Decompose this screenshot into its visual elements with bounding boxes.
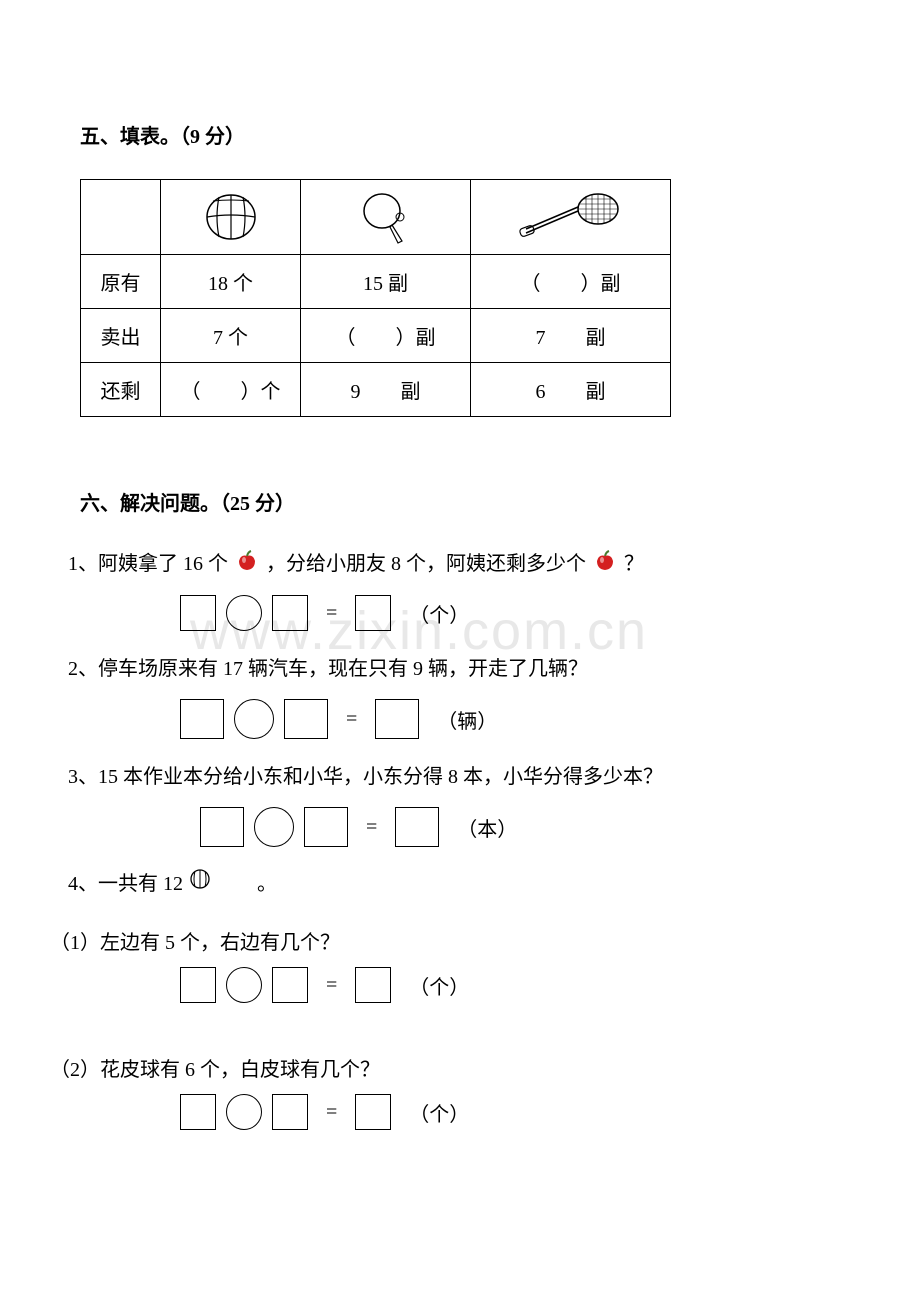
answer-box[interactable] bbox=[180, 595, 216, 631]
problem-1: 1、阿姨拿了 16 个 ，分给小朋友 8 个，阿姨还剩多少个 ？ bbox=[68, 546, 860, 583]
unit-label: （辆） bbox=[437, 705, 497, 734]
answer-box[interactable] bbox=[180, 967, 216, 1003]
equation-row: = （个） bbox=[180, 1094, 860, 1130]
q1-mid: ，分给小朋友 8 个，阿姨还剩多少个 bbox=[266, 553, 591, 575]
table-row: 卖出 7 个 （ ）副 7 副 bbox=[81, 309, 671, 363]
answer-box[interactable] bbox=[272, 967, 308, 1003]
unit-label: （个） bbox=[409, 599, 469, 628]
q1-suffix: ？ bbox=[624, 553, 644, 575]
equation-row: = （个） bbox=[180, 595, 860, 631]
header-racket-icon bbox=[471, 180, 671, 255]
equals-sign: = bbox=[318, 1101, 345, 1124]
cell: 9 副 bbox=[301, 363, 471, 417]
problem-4-1: （1）左边有 5 个，右边有几个？ bbox=[50, 926, 860, 955]
unit-label: （本） bbox=[457, 813, 517, 842]
operator-circle[interactable] bbox=[226, 967, 262, 1003]
answer-box[interactable] bbox=[180, 699, 224, 739]
table-header-row bbox=[81, 180, 671, 255]
row-label: 还剩 bbox=[81, 363, 161, 417]
answer-box[interactable] bbox=[272, 1094, 308, 1130]
equals-sign: = bbox=[358, 816, 385, 839]
fill-table: 原有 18 个 15 副 （ ）副 卖出 7 个 （ ）副 7 副 还剩 （ ）… bbox=[80, 179, 671, 417]
equation-row: = （个） bbox=[180, 967, 860, 1003]
operator-circle[interactable] bbox=[226, 1094, 262, 1130]
q4-prefix: 4、一共有 12 bbox=[68, 867, 183, 896]
answer-box[interactable] bbox=[355, 1094, 391, 1130]
cell: 7 副 bbox=[471, 309, 671, 363]
section6-title: 六、解决问题。（25 分） bbox=[80, 487, 860, 516]
section5-title: 五、填表。（9 分） bbox=[80, 120, 860, 149]
problem-4-2: （2）花皮球有 6 个，白皮球有几个？ bbox=[50, 1053, 860, 1082]
header-paddle-icon bbox=[301, 180, 471, 255]
answer-box[interactable] bbox=[180, 1094, 216, 1130]
unit-label: （个） bbox=[409, 971, 469, 1000]
equation-row: = （辆） bbox=[180, 699, 860, 739]
equals-sign: = bbox=[318, 974, 345, 997]
answer-box[interactable] bbox=[272, 595, 308, 631]
header-basketball-icon bbox=[161, 180, 301, 255]
cell: 7 个 bbox=[161, 309, 301, 363]
cell: 15 副 bbox=[301, 255, 471, 309]
answer-box[interactable] bbox=[375, 699, 419, 739]
header-empty bbox=[81, 180, 161, 255]
apple-icon bbox=[593, 547, 617, 583]
cell: （ ）副 bbox=[471, 255, 671, 309]
table-row: 原有 18 个 15 副 （ ）副 bbox=[81, 255, 671, 309]
operator-circle[interactable] bbox=[254, 807, 294, 847]
table-row: 还剩 （ ）个 9 副 6 副 bbox=[81, 363, 671, 417]
equals-sign: = bbox=[338, 708, 365, 731]
q4-suffix: 。 bbox=[217, 867, 277, 896]
cell: 18 个 bbox=[161, 255, 301, 309]
operator-circle[interactable] bbox=[226, 595, 262, 631]
equals-sign: = bbox=[318, 602, 345, 625]
problem-2: 2、停车场原来有 17 辆汽车，现在只有 9 辆，开走了几辆？ bbox=[68, 651, 860, 687]
problem-4: 4、一共有 12 。 bbox=[68, 867, 860, 896]
cell: （ ）个 bbox=[161, 363, 301, 417]
cell: 6 副 bbox=[471, 363, 671, 417]
answer-box[interactable] bbox=[284, 699, 328, 739]
operator-circle[interactable] bbox=[234, 699, 274, 739]
main-content: 五、填表。（9 分） bbox=[60, 120, 860, 1130]
answer-box[interactable] bbox=[355, 595, 391, 631]
apple-icon bbox=[235, 547, 259, 583]
answer-box[interactable] bbox=[200, 807, 244, 847]
row-label: 原有 bbox=[81, 255, 161, 309]
unit-label: （个） bbox=[409, 1098, 469, 1127]
problem-3: 3、15 本作业本分给小东和小华，小东分得 8 本，小华分得多少本？ bbox=[68, 759, 860, 795]
answer-box[interactable] bbox=[355, 967, 391, 1003]
answer-box[interactable] bbox=[304, 807, 348, 847]
row-label: 卖出 bbox=[81, 309, 161, 363]
cell: （ ）副 bbox=[301, 309, 471, 363]
q1-prefix: 1、阿姨拿了 16 个 bbox=[68, 553, 233, 575]
ball-icon bbox=[189, 868, 211, 896]
equation-row: = （本） bbox=[200, 807, 860, 847]
answer-box[interactable] bbox=[395, 807, 439, 847]
